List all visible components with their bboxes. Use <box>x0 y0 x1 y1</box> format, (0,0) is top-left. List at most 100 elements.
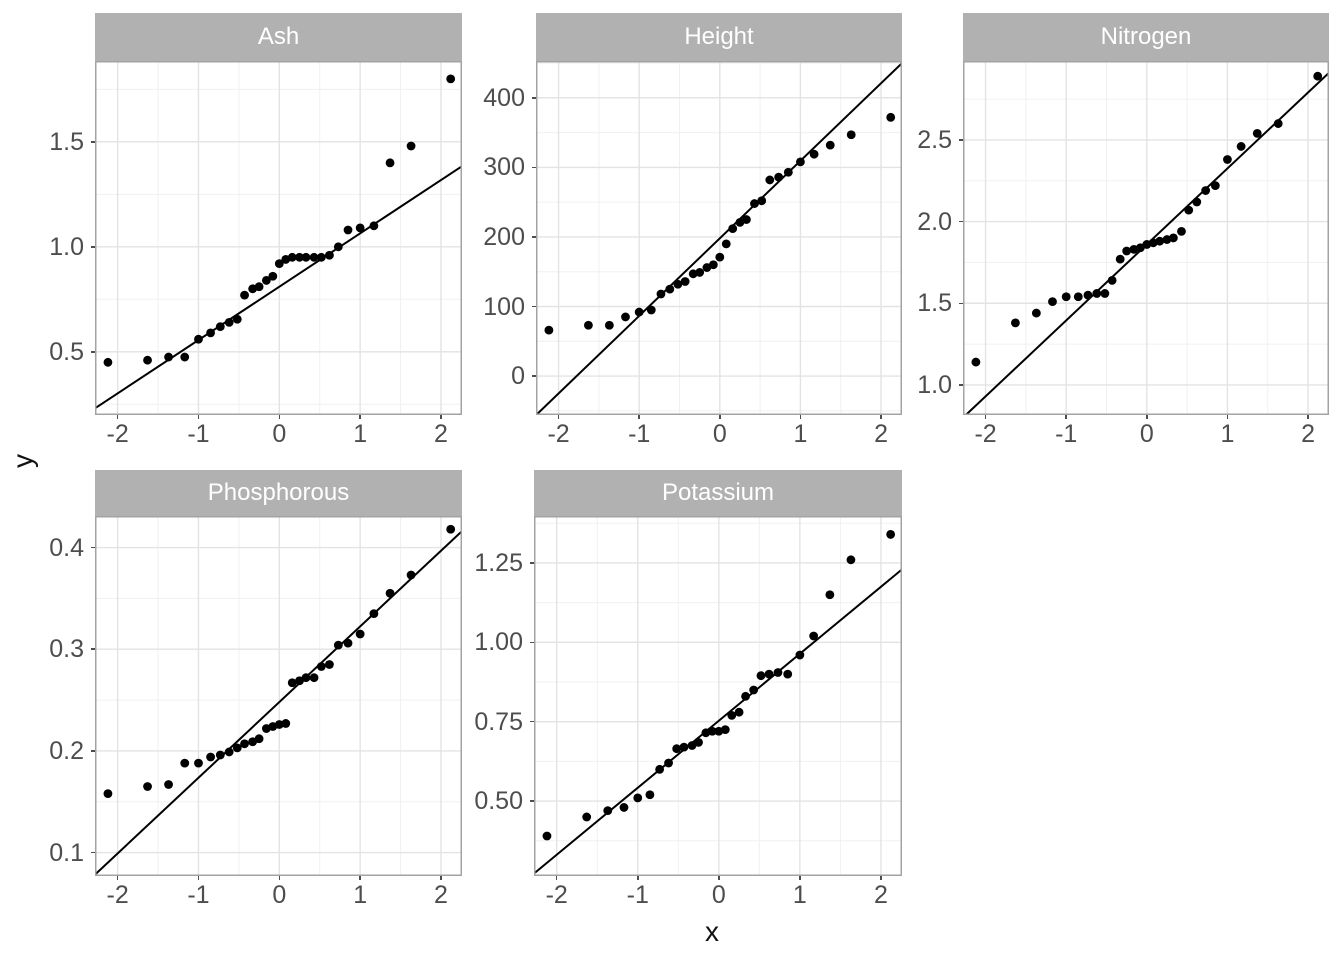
x-tick-label: 0 <box>712 420 727 448</box>
qq-point <box>180 758 190 768</box>
qq-point <box>240 290 249 300</box>
facet-strip-nitrogen: Nitrogen <box>963 13 1329 61</box>
qq-point <box>795 650 805 660</box>
qq-point <box>1061 292 1071 302</box>
y-tick-mark <box>532 97 536 99</box>
qq-point <box>734 707 744 717</box>
qq-point <box>180 352 190 362</box>
qq-point <box>1210 181 1220 191</box>
qq-point <box>1031 308 1041 318</box>
qq-point <box>215 322 225 332</box>
qq-point <box>254 734 264 744</box>
qq-point <box>446 74 456 84</box>
plot-area-ash <box>95 61 462 415</box>
x-tick-label: 2 <box>1301 420 1315 448</box>
qq-point <box>727 710 737 720</box>
x-tick-mark <box>880 876 882 880</box>
qq-point <box>1115 254 1125 264</box>
x-tick-label: 1 <box>1220 420 1235 448</box>
qq-point <box>224 747 234 757</box>
y-tick-label: 0.4 <box>49 533 84 562</box>
y-tick-label: 0.5 <box>49 337 84 366</box>
qq-reference-line <box>95 530 462 876</box>
y-tick-label: 100 <box>483 292 525 321</box>
x-tick-mark <box>984 415 987 419</box>
y-tick-label: 2.5 <box>917 125 952 154</box>
qq-point <box>728 224 738 234</box>
qq-point <box>1236 142 1246 151</box>
qq-point <box>544 325 554 335</box>
qq-point <box>1083 290 1093 300</box>
y-tick-label: 0.3 <box>49 635 84 664</box>
x-tick-mark <box>799 876 801 880</box>
qq-point <box>656 289 666 299</box>
y-tick-mark <box>530 562 534 564</box>
qq-point <box>655 764 665 774</box>
qq-point <box>1073 292 1083 302</box>
y-tick-label: 300 <box>483 153 525 182</box>
x-tick-label: -1 <box>1055 420 1078 448</box>
qq-point <box>645 790 655 800</box>
x-tick-mark <box>359 876 361 880</box>
qq-point <box>206 328 215 338</box>
x-tick-label: 2 <box>434 420 448 448</box>
x-tick-label: 2 <box>873 881 888 909</box>
y-tick-label: 1.0 <box>49 232 84 261</box>
x-tick-mark <box>1065 415 1067 419</box>
qq-point <box>1192 197 1202 207</box>
qq-point <box>164 352 173 362</box>
x-tick-label: 0 <box>272 881 287 909</box>
plot-area-height <box>536 61 902 415</box>
qq-point <box>143 782 152 791</box>
qq-point <box>846 555 856 565</box>
plot-area-nitrogen <box>963 61 1329 415</box>
qq-point <box>1107 275 1117 285</box>
x-axis-title: x <box>705 916 719 947</box>
qq-point <box>1169 233 1178 243</box>
x-tick-mark <box>440 876 442 880</box>
y-tick-label: 1.0 <box>917 370 952 399</box>
y-tick-mark <box>91 141 95 143</box>
qq-reference-line <box>95 165 462 410</box>
x-tick-mark <box>1307 415 1309 419</box>
qq-point <box>232 314 242 324</box>
panel-background <box>534 516 902 876</box>
qq-point <box>274 259 284 269</box>
qq-point <box>325 250 334 260</box>
y-tick-label: 0.75 <box>474 707 523 736</box>
qq-point <box>749 685 759 695</box>
y-tick-mark <box>532 305 536 308</box>
qq-point <box>621 312 630 322</box>
x-tick-mark <box>116 415 119 419</box>
qq-point <box>333 242 343 252</box>
y-tick-mark <box>532 236 536 238</box>
qq-point <box>1201 186 1211 195</box>
qq-point <box>971 357 981 367</box>
plot-area-potassium <box>534 516 902 876</box>
x-tick-mark <box>718 876 720 880</box>
qq-point <box>1122 246 1132 256</box>
x-tick-mark <box>637 876 639 880</box>
qq-point <box>316 252 326 262</box>
qq-point <box>825 590 835 600</box>
qq-point <box>325 660 334 669</box>
qq-point <box>406 570 416 580</box>
x-tick-label: 1 <box>792 881 807 909</box>
y-tick-mark <box>91 851 95 854</box>
qq-point <box>316 662 326 671</box>
qq-point <box>809 149 819 159</box>
x-tick-label: -2 <box>547 420 570 448</box>
qq-point <box>783 669 793 679</box>
x-tick-label: 2 <box>434 881 448 909</box>
x-tick-mark <box>197 415 200 419</box>
x-tick-label: -1 <box>187 420 210 448</box>
qq-point <box>604 320 614 330</box>
panel-border <box>95 516 462 876</box>
qq-point <box>673 279 683 289</box>
qq-point <box>720 725 730 735</box>
qq-point <box>694 737 703 747</box>
qq-point <box>240 739 249 749</box>
facet-title: Nitrogen <box>1100 23 1192 50</box>
qq-point <box>1177 226 1186 236</box>
x-tick-label: 1 <box>793 420 808 448</box>
